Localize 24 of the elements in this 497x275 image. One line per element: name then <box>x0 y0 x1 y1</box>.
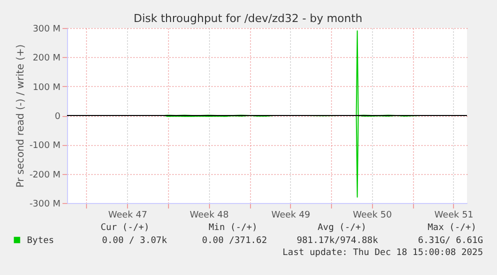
y-tick-label: 0 <box>54 112 61 122</box>
y-tick-label: 100 M <box>32 82 60 93</box>
text: Cur (-/+) <box>100 223 150 233</box>
y-tick-label: -100 M <box>29 141 60 152</box>
text: Max (-/+) <box>428 223 476 233</box>
text: 0.00 / 3.07k <box>102 236 168 246</box>
x-tick-label: Week 47 <box>108 210 148 220</box>
text: Last update: Thu Dec 18 15:00:08 2025 <box>282 248 483 258</box>
text: 981.17k/974.88k <box>296 236 379 246</box>
x-tick-label: Week 49 <box>271 210 311 220</box>
y-axis-title: Pr second read (-) / write (+) <box>15 44 26 188</box>
text: 6.31G/ 6.61G <box>418 236 483 246</box>
y-tick-label: 300 M <box>32 24 60 34</box>
x-tick-label: Week 50 <box>352 210 392 220</box>
x-tick-label: Week 48 <box>190 210 229 220</box>
y-tick-label: -200 M <box>29 170 60 180</box>
text: Min (-/+) <box>208 223 258 233</box>
text: Avg (-/+) <box>318 223 366 233</box>
text: 0.00 /371.62 <box>202 236 267 246</box>
y-tick-label: -300 M <box>29 200 60 210</box>
y-tick-label: 200 M <box>32 54 60 64</box>
chart-title: Disk throughput for /dev/zd32 - by month <box>134 12 362 25</box>
legend-label: Bytes <box>27 236 54 246</box>
x-tick-label: Week 51 <box>434 210 474 220</box>
